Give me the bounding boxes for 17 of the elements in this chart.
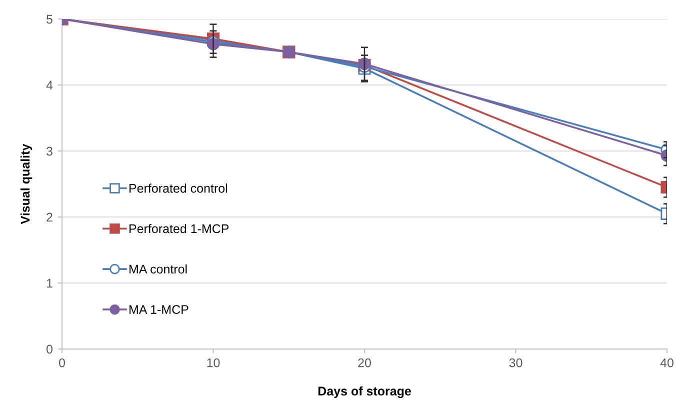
x-tick-label: 10 [207,358,220,368]
y-tick-label: 4 [46,80,53,90]
legend-label: Perforated 1-MCP [130,224,229,234]
x-axis-title: Days of storage [318,386,411,398]
y-tick-label: 1 [46,278,52,288]
x-tick-label: 0 [59,358,65,368]
legend-label: MA control [130,264,187,274]
legend-label: Perforated control [130,184,228,193]
y-tick-label: 0 [46,344,52,354]
legend-label: MA 1-MCP [130,305,188,314]
x-tick-label: 30 [509,358,522,368]
y-tick-label: 5 [46,14,52,24]
x-tick-label: 40 [660,358,674,368]
x-tick-label: 20 [358,358,371,368]
y-tick-label: 3 [46,146,52,156]
y-axis-title: Visual quality [20,144,32,224]
y-tick-label: 2 [46,212,52,222]
